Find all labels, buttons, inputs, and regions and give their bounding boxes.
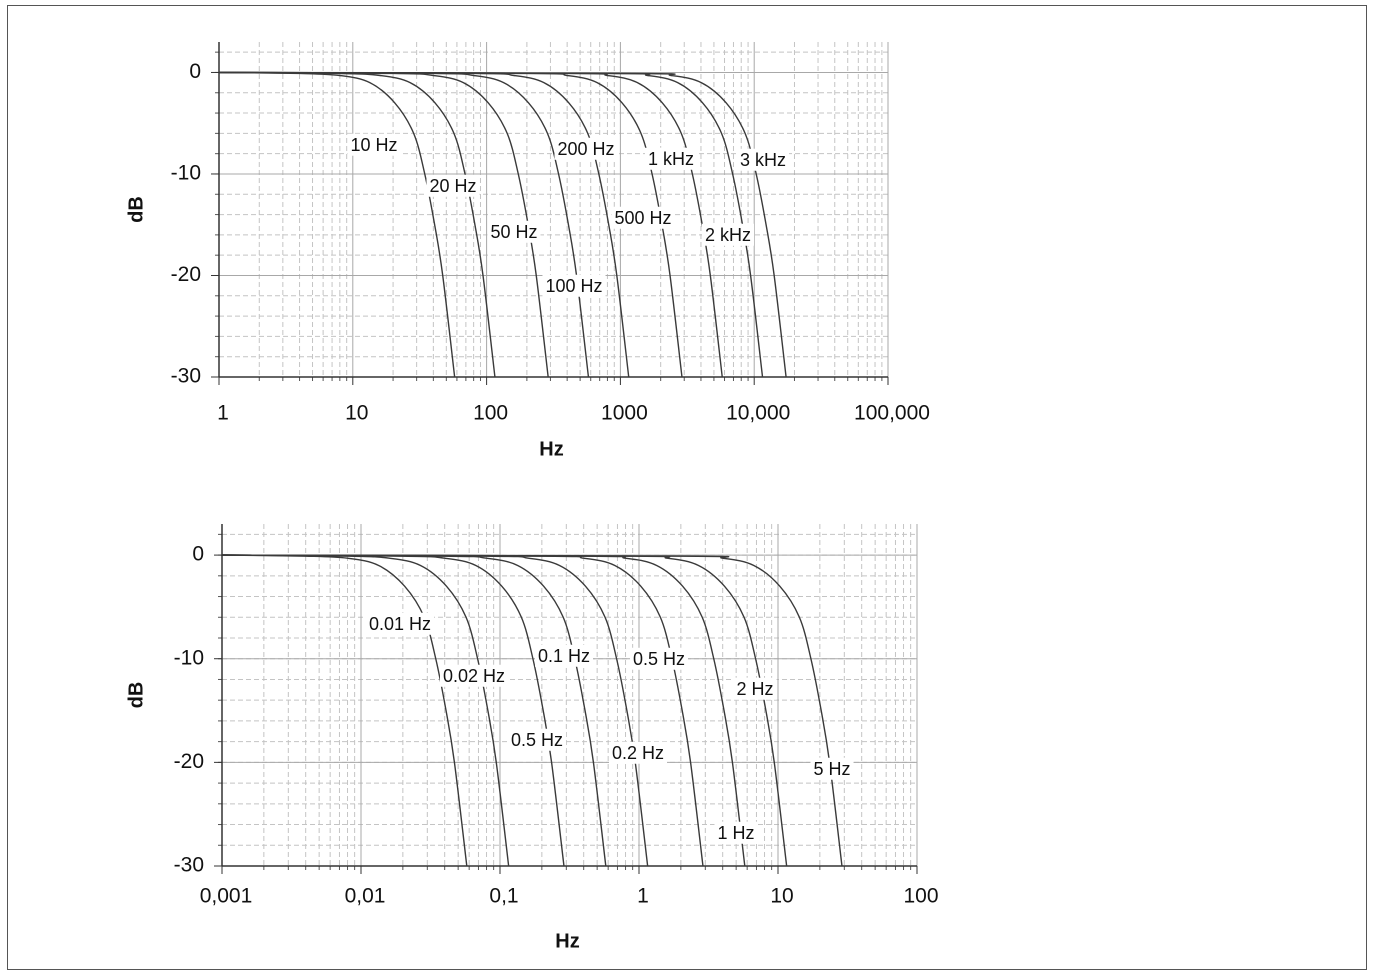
curve-label: 500 Hz (614, 208, 671, 228)
curve-label-bg (534, 644, 594, 667)
x-axis-label: Hz (555, 930, 579, 952)
x-tick-label: 1 (217, 402, 229, 425)
curve-label-bg (629, 647, 689, 670)
x-tick-label: 10,000 (726, 402, 790, 425)
curve-label-bg (542, 274, 606, 297)
x-tick-label: 0,1 (489, 885, 518, 908)
curve-label: 0.01 Hz (369, 614, 431, 634)
curve-label-bg (608, 741, 668, 764)
curve-label: 0.1 Hz (538, 646, 590, 666)
curve-label: 100 Hz (545, 276, 602, 296)
curve-label: 0.2 Hz (612, 743, 664, 763)
y-tick-label: -20 (174, 750, 204, 773)
curve (221, 554, 843, 867)
curve-label: 0.5 Hz (511, 730, 563, 750)
curve-label-bg (714, 821, 758, 844)
curve-label-bg (644, 147, 698, 170)
y-tick-label: -10 (174, 646, 204, 669)
curve-label-bg (365, 612, 435, 635)
curve-label-bg (701, 223, 755, 246)
plot: 0,001 0,01 0,1 1 10 100 0 -10 -20 -30 Hz dB 0.01 Hz 0… (125, 524, 939, 952)
curve-label-bg (347, 133, 401, 156)
curve-label-bg (507, 728, 567, 751)
curve-label: 2 kHz (705, 225, 751, 245)
x-axis-label: Hz (539, 438, 563, 460)
y-tick-label: -30 (174, 854, 204, 877)
curve-label: 10 Hz (350, 135, 397, 155)
x-tick-label: 0,01 (345, 885, 386, 908)
curve-label: 1 Hz (717, 823, 754, 843)
curve-label-bg (810, 757, 854, 780)
curve-label: 2 Hz (736, 679, 773, 699)
x-tick-label: 1000 (601, 402, 648, 425)
curve-label: 200 Hz (557, 139, 614, 159)
curve-label-bg (439, 664, 509, 687)
y-tick-label: -10 (171, 162, 201, 185)
curve-label-bg (611, 206, 675, 229)
y-tick-label: -20 (171, 263, 201, 286)
x-tick-label: 1 (637, 885, 649, 908)
curve-label: 1 kHz (648, 149, 694, 169)
y-tick-label: -30 (171, 365, 201, 388)
x-tick-label: 100 (473, 402, 508, 425)
curve-label: 20 Hz (429, 176, 476, 196)
curve-label: 50 Hz (490, 222, 537, 242)
curve-label-bg (426, 174, 480, 197)
curve-label-bg (487, 220, 541, 243)
curve-label-bg (554, 137, 618, 160)
curve-label: 0.02 Hz (443, 666, 505, 686)
curve-label-bg (736, 148, 790, 171)
x-tick-label: 0,001 (200, 885, 253, 908)
y-tick-label: 0 (192, 543, 204, 566)
plot: 1 10 100 1000 10,000 100,000 0 -10 -20 -30 Hz dB 10 … (125, 42, 930, 460)
y-tick-label: 0 (189, 60, 201, 83)
curve-label: 0.5 Hz (633, 649, 685, 669)
curve (218, 71, 456, 378)
curve (218, 71, 787, 378)
y-axis-label: dB (125, 196, 147, 223)
x-tick-label: 100,000 (854, 402, 930, 425)
x-tick-label: 100 (903, 885, 938, 908)
x-tick-label: 10 (770, 885, 793, 908)
y-axis-label: dB (125, 682, 147, 709)
curve-label: 3 kHz (740, 150, 786, 170)
x-tick-label: 10 (345, 402, 368, 425)
curve-label: 5 Hz (813, 759, 850, 779)
curve-label-bg (733, 677, 777, 700)
